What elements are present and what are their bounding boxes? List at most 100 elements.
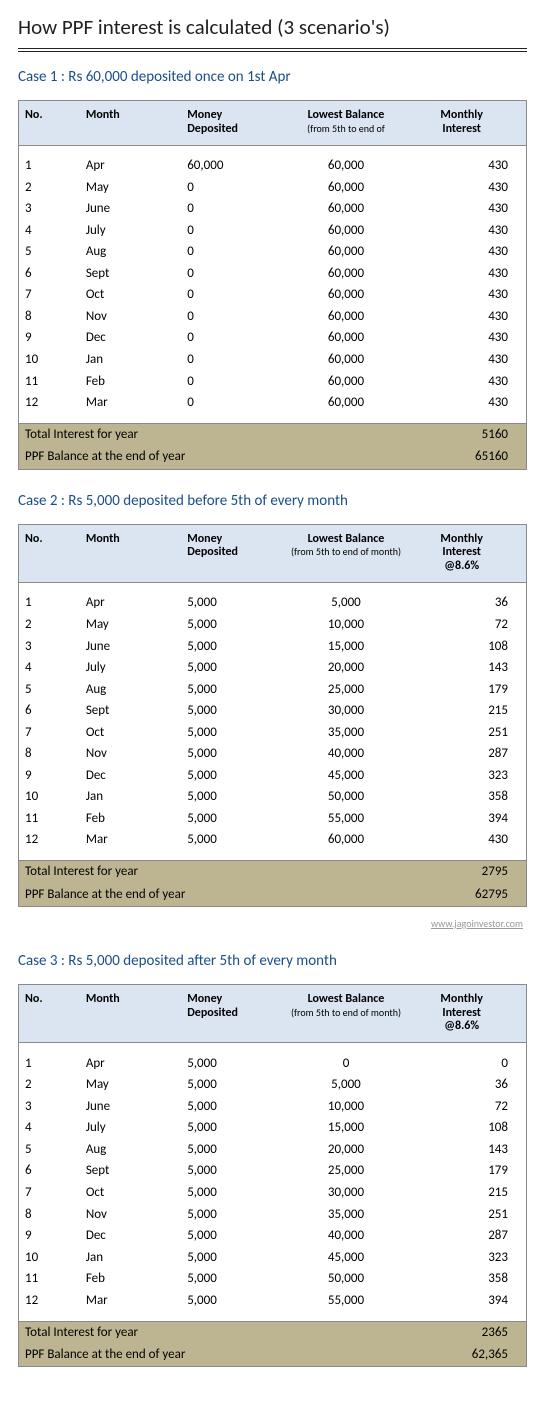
case-block: Case 3 : Rs 5,000 deposited after 5th of… bbox=[18, 952, 527, 1367]
cell-dep: 5,000 bbox=[181, 614, 282, 636]
cell-no: 2 bbox=[19, 614, 80, 636]
col-header-no: No. bbox=[19, 101, 80, 145]
cell-dep: 0 bbox=[181, 327, 282, 349]
cell-int: 36 bbox=[409, 1074, 526, 1096]
cell-month: Oct bbox=[80, 284, 181, 306]
cell-int: 358 bbox=[409, 786, 526, 808]
cell-month: Sept bbox=[80, 700, 181, 722]
cell-no: 8 bbox=[19, 306, 80, 328]
table-row: 11Feb060,000430 bbox=[19, 371, 526, 393]
cell-lb: 60,000 bbox=[283, 155, 410, 177]
col-header-deposited: MoneyDeposited bbox=[181, 985, 282, 1043]
cell-no: 10 bbox=[19, 786, 80, 808]
cell-no: 2 bbox=[19, 1074, 80, 1096]
cell-dep: 5,000 bbox=[181, 700, 282, 722]
cell-dep: 5,000 bbox=[181, 1204, 282, 1226]
cell-lb: 60,000 bbox=[283, 263, 410, 285]
cell-int: 108 bbox=[409, 636, 526, 658]
cell-month: Aug bbox=[80, 241, 181, 263]
cell-lb: 60,000 bbox=[283, 349, 410, 371]
ppf-balance-label: PPF Balance at the end of year bbox=[19, 1344, 409, 1366]
table-row: 8Nov060,000430 bbox=[19, 306, 526, 328]
col-header-deposited: MoneyDeposited bbox=[181, 101, 282, 145]
case-title: Case 2 : Rs 5,000 deposited before 5th o… bbox=[18, 492, 527, 510]
col-header-no: No. bbox=[19, 525, 80, 583]
table-row: 12Mar060,000430 bbox=[19, 392, 526, 414]
cell-month: Feb bbox=[80, 1268, 181, 1290]
cell-int: 287 bbox=[409, 1225, 526, 1247]
cell-no: 6 bbox=[19, 1160, 80, 1182]
cell-dep: 5,000 bbox=[181, 1117, 282, 1139]
cell-month: June bbox=[80, 636, 181, 658]
ppf-balance-label: PPF Balance at the end of year bbox=[19, 884, 409, 906]
cell-no: 8 bbox=[19, 1204, 80, 1226]
table-row: 2May5,0005,00036 bbox=[19, 1074, 526, 1096]
col-header-month: Month bbox=[80, 985, 181, 1043]
cell-int: 430 bbox=[409, 306, 526, 328]
table-row: 10Jan5,00045,000323 bbox=[19, 1247, 526, 1269]
cell-no: 10 bbox=[19, 349, 80, 371]
cell-month: Jan bbox=[80, 349, 181, 371]
cell-int: 430 bbox=[409, 371, 526, 393]
cell-dep: 0 bbox=[181, 306, 282, 328]
cell-no: 11 bbox=[19, 1268, 80, 1290]
cell-lb: 5,000 bbox=[283, 592, 410, 614]
cell-int: 430 bbox=[409, 198, 526, 220]
cell-no: 7 bbox=[19, 722, 80, 744]
cell-int: 251 bbox=[409, 1204, 526, 1226]
cell-int: 251 bbox=[409, 722, 526, 744]
col-header-interest: MonthlyInterest bbox=[409, 101, 526, 145]
ppf-table: No.MonthMoneyDepositedLowest Balance(fro… bbox=[19, 101, 526, 469]
table-row: 8Nov5,00040,000287 bbox=[19, 743, 526, 765]
table-row: 5Aug5,00020,000143 bbox=[19, 1139, 526, 1161]
cell-dep: 0 bbox=[181, 241, 282, 263]
cell-month: Sept bbox=[80, 1160, 181, 1182]
cell-month: Mar bbox=[80, 829, 181, 851]
cell-no: 4 bbox=[19, 1117, 80, 1139]
table-row: 11Feb5,00055,000394 bbox=[19, 808, 526, 830]
cell-month: Apr bbox=[80, 592, 181, 614]
cell-lb: 20,000 bbox=[283, 657, 410, 679]
cell-dep: 0 bbox=[181, 284, 282, 306]
cell-no: 1 bbox=[19, 1053, 80, 1075]
cell-int: 430 bbox=[409, 263, 526, 285]
table-row: 7Oct5,00030,000215 bbox=[19, 1182, 526, 1204]
cell-int: 430 bbox=[409, 829, 526, 851]
cell-no: 5 bbox=[19, 679, 80, 701]
cell-no: 4 bbox=[19, 220, 80, 242]
cell-int: 430 bbox=[409, 177, 526, 199]
cell-dep: 5,000 bbox=[181, 1053, 282, 1075]
attribution-link[interactable]: www.jagoinvestor.com bbox=[18, 917, 523, 930]
cell-lb: 60,000 bbox=[283, 220, 410, 242]
table-row: 6Sept5,00030,000215 bbox=[19, 700, 526, 722]
cell-dep: 5,000 bbox=[181, 1074, 282, 1096]
cell-no: 9 bbox=[19, 765, 80, 787]
cell-dep: 0 bbox=[181, 349, 282, 371]
cell-lb: 35,000 bbox=[283, 1204, 410, 1226]
table-row: 4July5,00015,000108 bbox=[19, 1117, 526, 1139]
cell-lb: 40,000 bbox=[283, 743, 410, 765]
table-row: 6Sept5,00025,000179 bbox=[19, 1160, 526, 1182]
cell-lb: 55,000 bbox=[283, 1290, 410, 1312]
cell-no: 12 bbox=[19, 392, 80, 414]
cell-dep: 5,000 bbox=[181, 1182, 282, 1204]
cell-dep: 5,000 bbox=[181, 679, 282, 701]
col-header-interest: MonthlyInterest@8.6% bbox=[409, 525, 526, 583]
total-interest-label: Total Interest for year bbox=[19, 1321, 409, 1344]
cell-lb: 15,000 bbox=[283, 1117, 410, 1139]
cell-int: 215 bbox=[409, 700, 526, 722]
table-row: 3June5,00010,00072 bbox=[19, 1096, 526, 1118]
cell-month: Dec bbox=[80, 765, 181, 787]
cell-no: 6 bbox=[19, 263, 80, 285]
title-divider bbox=[18, 48, 527, 52]
cell-month: Apr bbox=[80, 1053, 181, 1075]
cell-no: 2 bbox=[19, 177, 80, 199]
table-row: 2May5,00010,00072 bbox=[19, 614, 526, 636]
cell-no: 9 bbox=[19, 1225, 80, 1247]
cell-int: 394 bbox=[409, 1290, 526, 1312]
cell-month: July bbox=[80, 1117, 181, 1139]
cell-dep: 5,000 bbox=[181, 636, 282, 658]
cell-no: 4 bbox=[19, 657, 80, 679]
cell-lb: 60,000 bbox=[283, 284, 410, 306]
table-row: 10Jan5,00050,000358 bbox=[19, 786, 526, 808]
